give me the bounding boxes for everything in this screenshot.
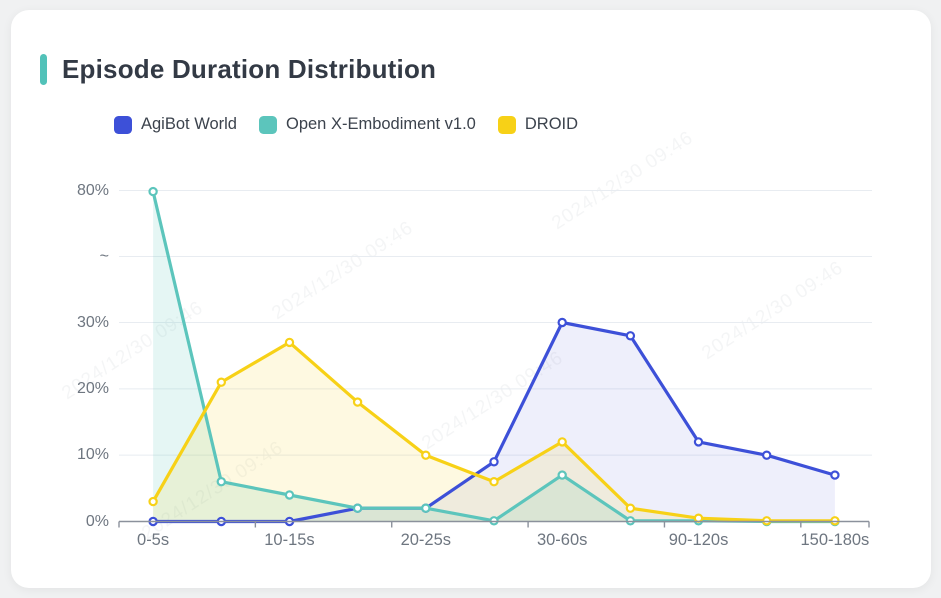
legend-swatch-icon <box>259 115 277 134</box>
legend-label: Open X-Embodiment v1.0 <box>286 115 476 133</box>
y-axis-label-10: 10% <box>76 446 109 464</box>
data-point-open-x-embodiment-v1-0-0[interactable] <box>148 186 158 197</box>
data-point-open-x-embodiment-v1-0-9[interactable] <box>762 516 772 527</box>
x-axis-label-20-25s: 20-25s <box>400 531 452 549</box>
data-point-agibot-world-0[interactable] <box>148 516 158 527</box>
data-point-agibot-world-10[interactable] <box>830 470 840 480</box>
page-title: Episode Duration Distribution <box>62 54 437 84</box>
legend-label: AgiBot World <box>141 115 237 133</box>
chart-plot-area <box>118 186 872 528</box>
series-line-agibot-world <box>151 320 837 524</box>
legend-item-droid[interactable]: DROID <box>497 115 579 134</box>
data-point-agibot-world-7[interactable] <box>625 331 636 341</box>
title-row: Episode Duration Distribution <box>40 54 436 85</box>
legend: AgiBot World Open X-Embodiment v1.0 DROID <box>114 115 578 134</box>
data-point-agibot-world-4[interactable] <box>421 503 431 513</box>
legend-item-open-x-embodiment-v1-0[interactable]: Open X-Embodiment v1.0 <box>259 115 476 134</box>
legend-item-agibot-world[interactable]: AgiBot World <box>114 115 237 134</box>
y-axis-label-: ~ <box>99 247 109 265</box>
data-point-open-x-embodiment-v1-0-7[interactable] <box>625 516 636 526</box>
legend-swatch-icon <box>497 115 516 134</box>
y-axis-label-80: 80% <box>76 181 109 199</box>
x-axis-label-150-180s: 150-180s <box>800 531 870 549</box>
x-axis-label-10-15s: 10-15s <box>264 531 315 549</box>
chart-card: Episode Duration Distribution AgiBot Wor… <box>11 10 931 588</box>
data-point-droid-10[interactable] <box>830 516 840 526</box>
data-point-droid-2[interactable] <box>284 337 295 348</box>
series-line-droid <box>151 340 837 523</box>
data-point-open-x-embodiment-v1-0-3[interactable] <box>352 503 363 513</box>
data-point-agibot-world-3[interactable] <box>352 503 363 513</box>
legend-label: DROID <box>524 115 579 133</box>
data-point-droid-6[interactable] <box>557 437 567 447</box>
data-point-droid-9[interactable] <box>762 516 772 526</box>
data-point-droid-4[interactable] <box>421 450 431 460</box>
data-point-droid-3[interactable] <box>352 397 363 407</box>
y-axis-label-0: 0% <box>85 512 109 530</box>
x-axis-label-30-60s: 30-60s <box>536 531 588 549</box>
data-point-open-x-embodiment-v1-0-2[interactable] <box>284 490 295 500</box>
data-point-agibot-world-6[interactable] <box>557 317 567 328</box>
data-point-agibot-world-8[interactable] <box>693 437 704 447</box>
series-area-droid <box>153 342 835 522</box>
watermark-text: 2024/12/30 09:46 <box>268 217 418 325</box>
data-point-open-x-embodiment-v1-0-10[interactable] <box>830 516 840 527</box>
watermark-text: 2024/12/30 09:46 <box>698 257 848 365</box>
data-point-agibot-world-2[interactable] <box>284 516 295 527</box>
data-point-droid-8[interactable] <box>693 513 704 523</box>
title-accent-bar <box>40 54 47 85</box>
data-point-agibot-world-5[interactable] <box>489 457 499 467</box>
watermark-text: 2024/12/30 09:46 <box>418 347 568 455</box>
data-point-open-x-embodiment-v1-0-6[interactable] <box>557 470 567 480</box>
watermark-text: 2024/12/30 09:46 <box>548 127 698 235</box>
data-point-droid-0[interactable] <box>148 496 158 507</box>
y-axis-label-30: 30% <box>76 313 109 331</box>
legend-swatch-icon <box>114 115 132 134</box>
data-point-agibot-world-9[interactable] <box>762 450 772 460</box>
data-point-open-x-embodiment-v1-0-8[interactable] <box>693 516 704 526</box>
data-point-droid-7[interactable] <box>625 503 636 513</box>
series-line-open-x-embodiment-v1-0 <box>151 190 837 524</box>
data-point-open-x-embodiment-v1-0-1[interactable] <box>216 477 226 487</box>
data-point-droid-5[interactable] <box>489 477 499 487</box>
data-point-agibot-world-1[interactable] <box>216 516 226 527</box>
data-point-droid-1[interactable] <box>216 377 226 387</box>
x-axis-label-0-5s: 0-5s <box>137 531 170 549</box>
series-area-open-x-embodiment-v1-0 <box>153 191 835 522</box>
series-area-agibot-world <box>153 322 835 522</box>
data-point-open-x-embodiment-v1-0-4[interactable] <box>421 503 431 513</box>
data-point-open-x-embodiment-v1-0-5[interactable] <box>489 516 499 526</box>
y-axis-label-20: 20% <box>76 379 109 397</box>
x-axis-label-90-120s: 90-120s <box>668 531 729 549</box>
